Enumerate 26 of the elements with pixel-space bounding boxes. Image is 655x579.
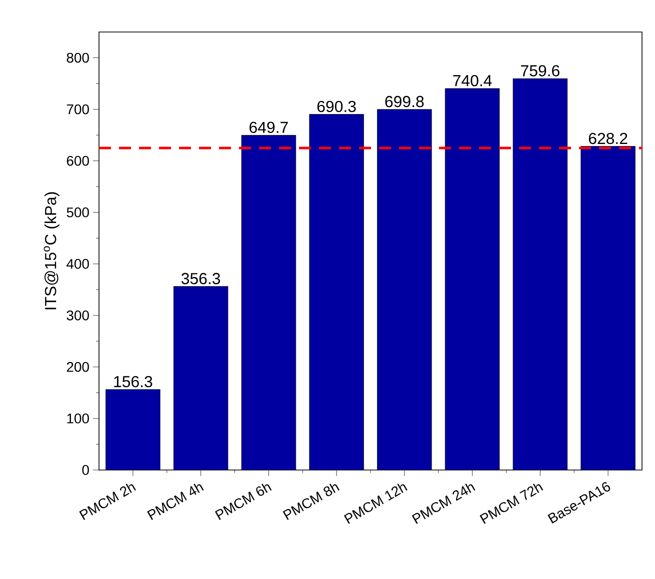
bar <box>174 286 228 470</box>
y-tick-label: 500 <box>66 207 89 218</box>
y-tick-label: 100 <box>67 414 89 424</box>
y-tick-label: 300 <box>66 310 89 320</box>
y-tick-label: 800 <box>66 52 89 63</box>
bar <box>309 114 364 470</box>
y-tick-label: 200 <box>66 362 89 372</box>
data-label: 156.3 <box>114 376 152 388</box>
data-label: 649.7 <box>250 122 288 134</box>
data-label: 740.4 <box>453 75 492 86</box>
y-axis-title: ITS@15$^{o}$C (kPa) <box>44 192 60 310</box>
data-label: 356.3 <box>181 272 220 284</box>
y-tick-label: 400 <box>66 258 89 269</box>
bar <box>580 146 636 470</box>
data-label: 690.3 <box>317 100 356 112</box>
bar <box>377 109 432 470</box>
data-label: 759.6 <box>521 65 560 76</box>
y-tick-label: 700 <box>66 104 89 114</box>
data-label: 699.8 <box>385 96 424 108</box>
bar <box>106 389 160 470</box>
bar <box>242 135 296 470</box>
y-tick-label: 600 <box>66 156 89 166</box>
data-label: 628.2 <box>588 132 628 144</box>
bar <box>445 88 500 470</box>
y-tick-label: 0 <box>82 465 89 475</box>
bar <box>513 78 568 470</box>
